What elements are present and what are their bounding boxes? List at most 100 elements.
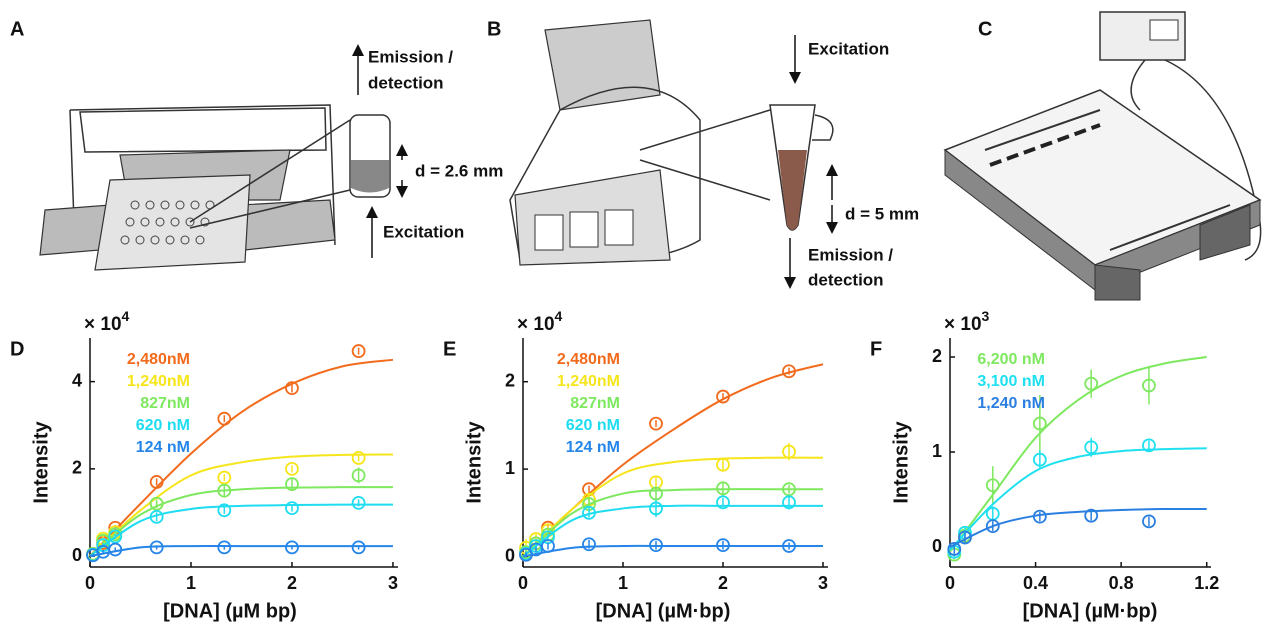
legend-entry: 124 nM bbox=[136, 439, 190, 456]
data-point bbox=[351, 344, 366, 358]
data-point bbox=[541, 539, 555, 553]
sketch-b bbox=[509, 19, 838, 289]
x-tick-label: 3 bbox=[818, 573, 828, 593]
fit-line bbox=[522, 544, 823, 558]
x-tick-label: 2 bbox=[287, 573, 297, 593]
data-point bbox=[649, 486, 663, 501]
annotation: detection bbox=[368, 73, 444, 92]
fit-line bbox=[89, 503, 393, 557]
legend-entry: 2,480nM bbox=[557, 351, 620, 368]
fit-line bbox=[89, 486, 393, 557]
data-point bbox=[1084, 440, 1099, 455]
multiplier-base: × 10 bbox=[84, 314, 122, 335]
legend-entry: 124 nM bbox=[566, 439, 620, 456]
data-point bbox=[285, 477, 299, 492]
x-tick-label: 1 bbox=[186, 573, 196, 593]
y-tick-label: 0 bbox=[932, 536, 942, 556]
panel-label: F bbox=[870, 338, 882, 360]
panel-label: C bbox=[978, 18, 992, 40]
multiplier-base: × 10 bbox=[944, 314, 982, 335]
data-point bbox=[782, 364, 796, 379]
data-point bbox=[782, 539, 796, 553]
x-tick-label: 1 bbox=[618, 573, 628, 593]
fit-line bbox=[89, 544, 393, 558]
data-point bbox=[108, 529, 123, 544]
multiplier-exponent: 4 bbox=[122, 308, 130, 324]
fit-line bbox=[522, 456, 824, 558]
x-axis-label: [DNA] (µM bp) bbox=[163, 600, 297, 622]
data-point bbox=[351, 495, 366, 510]
data-point bbox=[1032, 509, 1047, 524]
data-point bbox=[582, 537, 596, 552]
legend-entry: 3,100 nM bbox=[977, 373, 1045, 390]
data-point bbox=[217, 483, 232, 498]
data-point bbox=[782, 444, 796, 459]
legend-entry: 6,200 nM bbox=[977, 351, 1045, 368]
x-tick-label: 3 bbox=[388, 573, 398, 593]
data-point bbox=[716, 538, 730, 553]
sketch-a bbox=[39, 44, 408, 271]
data-point bbox=[217, 470, 232, 485]
y-tick-label: 1 bbox=[505, 458, 515, 478]
data-point bbox=[529, 542, 543, 557]
x-tick-label: 0 bbox=[945, 573, 955, 593]
y-tick-label: 2 bbox=[72, 458, 82, 478]
data-point bbox=[649, 416, 663, 431]
data-point bbox=[1142, 378, 1156, 393]
multiplier-base: × 10 bbox=[517, 314, 555, 335]
data-point bbox=[1142, 438, 1156, 453]
data-point bbox=[1032, 452, 1047, 467]
legend-entry: 1,240nM bbox=[127, 373, 190, 390]
legend-entry: 1,240nM bbox=[557, 373, 620, 390]
legend-entry: 620 nM bbox=[566, 417, 620, 434]
data-point bbox=[1142, 514, 1156, 529]
panel-label: E bbox=[443, 338, 456, 360]
fit-line bbox=[89, 358, 394, 557]
legend-entry: 827nM bbox=[140, 395, 190, 412]
data-point bbox=[649, 501, 663, 516]
legend-entry: 620 nM bbox=[136, 417, 190, 434]
y-axis-label: Intensity bbox=[463, 421, 485, 504]
data-point bbox=[217, 540, 232, 555]
data-point bbox=[649, 538, 663, 553]
x-axis-label: [DNA] (µM·bp) bbox=[1023, 600, 1158, 622]
data-point bbox=[285, 461, 299, 476]
data-point bbox=[985, 478, 1000, 493]
data-point bbox=[285, 540, 299, 555]
panel-label: D bbox=[10, 338, 24, 360]
data-point bbox=[782, 495, 796, 510]
panel-label: B bbox=[487, 18, 501, 40]
data-point bbox=[149, 496, 164, 511]
data-point bbox=[582, 505, 596, 520]
fit-line bbox=[522, 363, 824, 558]
data-point bbox=[1084, 376, 1099, 391]
data-point bbox=[217, 503, 232, 518]
panel-label: A bbox=[10, 18, 24, 40]
x-axis-label: [DNA] (µM·bp) bbox=[596, 600, 731, 622]
legend-entry: 827nM bbox=[570, 395, 620, 412]
x-tick-label: 0.4 bbox=[1023, 573, 1048, 593]
data-point bbox=[149, 475, 164, 489]
annotation: Excitation bbox=[383, 222, 464, 241]
sketch-c bbox=[943, 11, 1262, 301]
data-point bbox=[285, 501, 299, 516]
annotation: d = 2.6 mm bbox=[415, 161, 503, 180]
data-point bbox=[351, 468, 366, 483]
fit-line bbox=[89, 453, 393, 557]
data-point bbox=[351, 451, 366, 465]
y-tick-label: 0 bbox=[72, 545, 82, 565]
data-point bbox=[958, 530, 972, 545]
y-axis-label: Intensity bbox=[890, 421, 912, 504]
y-tick-label: 4 bbox=[72, 370, 82, 390]
y-axis-label: Intensity bbox=[30, 421, 52, 504]
fit-line bbox=[522, 504, 823, 558]
data-point bbox=[782, 482, 796, 497]
axis-multiplier: × 103 bbox=[944, 308, 990, 335]
data-point bbox=[149, 540, 164, 555]
multiplier-exponent: 3 bbox=[982, 308, 990, 324]
x-tick-label: 2 bbox=[718, 573, 728, 593]
data-point bbox=[217, 411, 232, 426]
fit-line bbox=[522, 488, 823, 558]
multiplier-exponent: 4 bbox=[555, 308, 563, 324]
data-point bbox=[947, 542, 962, 556]
